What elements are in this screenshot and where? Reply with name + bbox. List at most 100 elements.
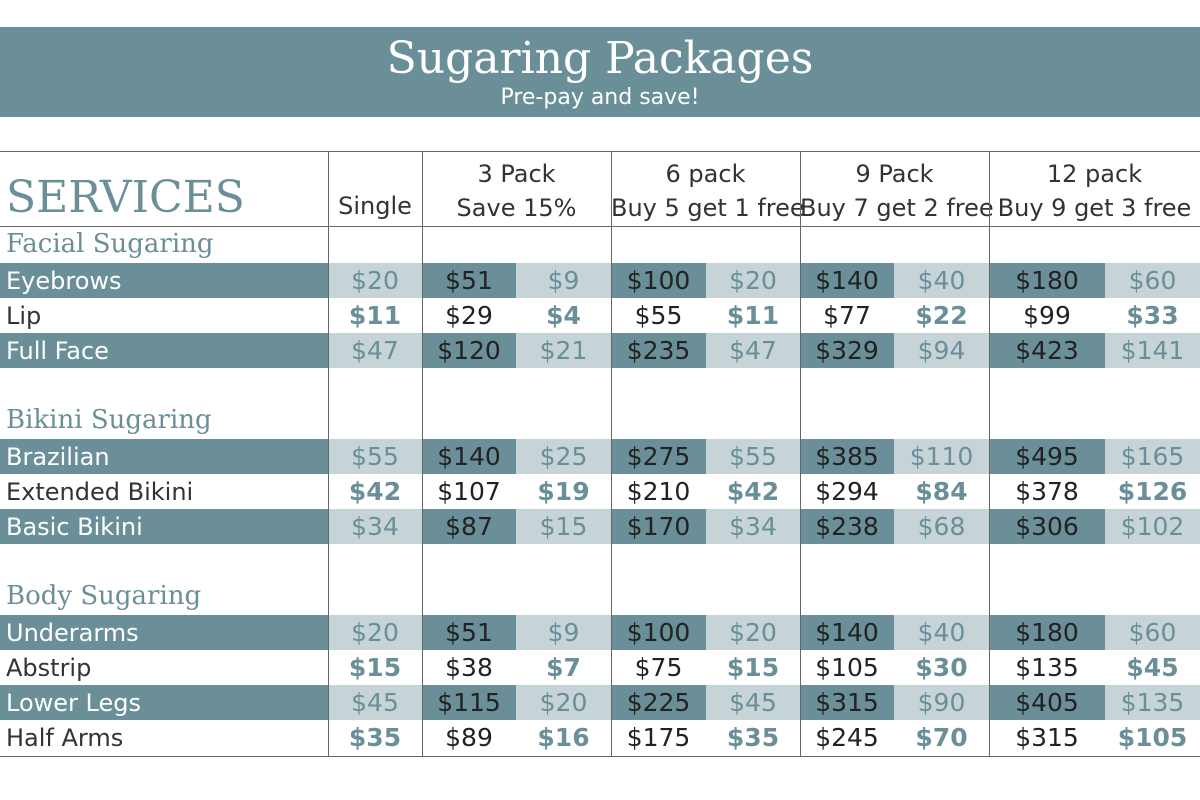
column-header-name: 6 pack <box>665 160 746 188</box>
pack-price: $170 <box>611 509 706 544</box>
column-header-name: 3 Pack <box>477 160 556 188</box>
service-name: Half Arms <box>6 724 124 752</box>
single-price: $35 <box>348 723 402 752</box>
single-price: $15 <box>348 653 402 682</box>
pack-savings: $135 <box>1105 685 1200 720</box>
pack-savings: $45 <box>706 685 800 720</box>
pack-savings: $20 <box>706 263 800 298</box>
pack-price: $306 <box>989 509 1105 544</box>
header-bottom-border <box>0 226 1200 227</box>
pack-savings: $15 <box>726 653 780 682</box>
single-price: $47 <box>328 333 422 368</box>
pack-price: $210 <box>626 477 691 506</box>
pack-price: $135 <box>1015 653 1079 682</box>
pack-price: $140 <box>422 439 516 474</box>
pack-savings: $4 <box>546 301 581 330</box>
pack-savings: $25 <box>516 439 611 474</box>
pack-savings: $90 <box>894 685 989 720</box>
service-name: Eyebrows <box>0 263 328 298</box>
pack-price: $275 <box>611 439 706 474</box>
pack-savings: $94 <box>894 333 989 368</box>
pack-price: $55 <box>634 301 683 330</box>
pack-savings: $45 <box>1126 653 1179 682</box>
column-divider <box>611 151 612 756</box>
single-price: $42 <box>348 477 402 506</box>
pack-savings: $7 <box>546 653 581 682</box>
header-banner: Sugaring Packages Pre-pay and save! <box>0 27 1200 117</box>
pack-savings: $60 <box>1105 263 1200 298</box>
single-price: $55 <box>328 439 422 474</box>
column-header-detail: Buy 9 get 3 free <box>997 194 1192 222</box>
column-header-detail: Save 15% <box>456 194 577 222</box>
pack-savings: $141 <box>1105 333 1200 368</box>
pack-savings: $15 <box>516 509 611 544</box>
service-name: Basic Bikini <box>0 509 328 544</box>
pack-price: $140 <box>800 615 894 650</box>
pack-price: $423 <box>989 333 1105 368</box>
single-price: $34 <box>328 509 422 544</box>
pack-price: $180 <box>989 263 1105 298</box>
pack-price: $120 <box>422 333 516 368</box>
service-name: Brazilian <box>0 439 328 474</box>
column-header-name: 9 Pack <box>855 160 934 188</box>
column-divider <box>328 151 329 756</box>
pack-price: $495 <box>989 439 1105 474</box>
pack-price: $87 <box>422 509 516 544</box>
pack-savings: $11 <box>726 301 780 330</box>
pack-price: $51 <box>422 615 516 650</box>
pack-price: $225 <box>611 685 706 720</box>
pack-savings: $47 <box>706 333 800 368</box>
column-divider <box>422 151 423 756</box>
pack-price: $115 <box>422 685 516 720</box>
section-title: Body Sugaring <box>6 581 202 611</box>
single-price: $11 <box>348 301 402 330</box>
pack-price: $38 <box>445 653 493 682</box>
pack-savings: $9 <box>516 615 611 650</box>
table-bottom-border <box>0 756 1200 757</box>
pack-price: $29 <box>445 301 493 330</box>
column-divider <box>800 151 801 756</box>
section-title: Facial Sugaring <box>6 229 214 259</box>
single-price: $45 <box>328 685 422 720</box>
pack-price: $235 <box>611 333 706 368</box>
pack-savings: $19 <box>537 477 590 506</box>
pack-price: $238 <box>800 509 894 544</box>
pack-savings: $84 <box>915 477 968 506</box>
page-subtitle: Pre-pay and save! <box>500 85 700 110</box>
pack-price: $175 <box>626 723 691 752</box>
pack-price: $294 <box>815 477 879 506</box>
pack-savings: $102 <box>1105 509 1200 544</box>
pack-savings: $42 <box>726 477 780 506</box>
pack-savings: $21 <box>516 333 611 368</box>
pack-savings: $16 <box>537 723 590 752</box>
pack-savings: $20 <box>516 685 611 720</box>
pack-savings: $70 <box>915 723 968 752</box>
service-name: Lip <box>6 302 42 330</box>
column-header-detail: Single <box>338 192 412 220</box>
pack-savings: $22 <box>915 301 968 330</box>
page-title: Sugaring Packages <box>386 33 814 84</box>
pack-savings: $40 <box>894 263 989 298</box>
pack-savings: $20 <box>706 615 800 650</box>
pack-savings: $110 <box>894 439 989 474</box>
pack-savings: $60 <box>1105 615 1200 650</box>
pack-price: $329 <box>800 333 894 368</box>
pack-price: $378 <box>1015 477 1079 506</box>
pack-price: $89 <box>445 723 493 752</box>
table-top-border <box>0 151 1200 152</box>
pack-price: $405 <box>989 685 1105 720</box>
pack-price: $107 <box>437 477 501 506</box>
pack-price: $315 <box>1015 723 1079 752</box>
service-name: Lower Legs <box>0 685 328 720</box>
service-name: Underarms <box>0 615 328 650</box>
pack-price: $140 <box>800 263 894 298</box>
pack-price: $180 <box>989 615 1105 650</box>
service-name: Full Face <box>0 333 328 368</box>
section-title: Bikini Sugaring <box>6 405 212 435</box>
pack-savings: $35 <box>726 723 780 752</box>
pack-price: $100 <box>611 615 706 650</box>
single-price: $20 <box>328 615 422 650</box>
pack-savings: $126 <box>1117 477 1188 506</box>
service-name: Extended Bikini <box>6 478 194 506</box>
